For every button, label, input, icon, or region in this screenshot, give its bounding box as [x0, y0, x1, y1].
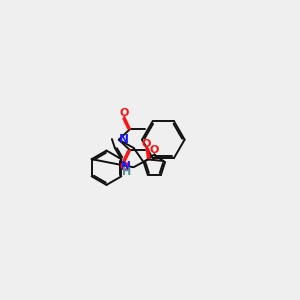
Text: H: H — [122, 167, 131, 177]
Text: O: O — [150, 145, 159, 155]
Text: N: N — [118, 133, 129, 146]
Text: N: N — [122, 160, 131, 173]
Text: O: O — [142, 139, 151, 149]
Text: O: O — [119, 108, 129, 118]
Text: O: O — [119, 162, 129, 172]
